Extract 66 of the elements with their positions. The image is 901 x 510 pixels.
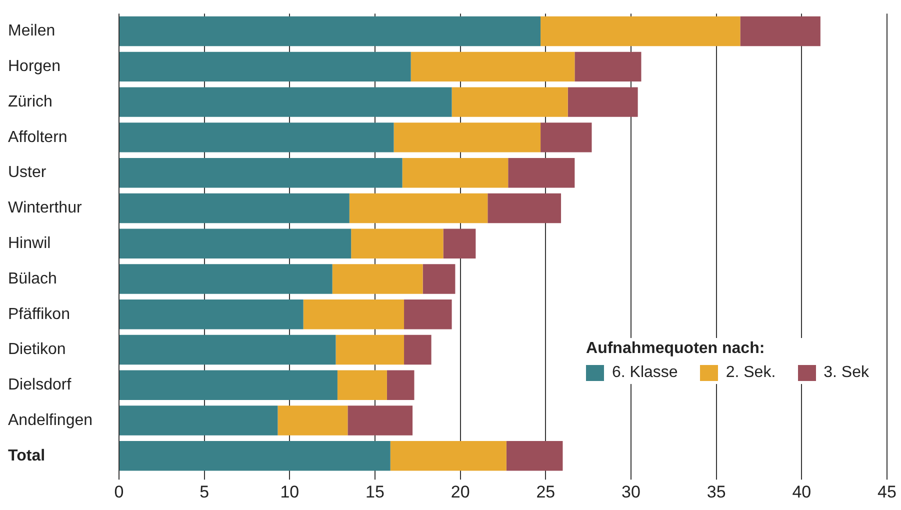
bar [120,264,332,294]
x-tick-label: 15 [366,482,384,502]
x-tick-label: 0 [114,482,124,502]
legend-label: 3. Sek [824,364,869,382]
y-tick-label: Horgen [8,58,60,76]
x-tick-label: 20 [450,482,470,502]
y-tick-label: Zürich [8,93,52,110]
y-tick-label: Winterthur [8,200,82,217]
bar [452,87,568,117]
x-tick-label: 30 [622,482,640,502]
bar [349,193,488,224]
x-tick-label: 45 [878,482,896,502]
y-tick-label: Hinwil [8,235,51,252]
bar [303,300,404,330]
y-tick-label: Bülach [8,270,57,288]
bar [402,158,508,188]
bar [568,87,638,117]
y-tick-label: Affoltern [8,128,68,146]
bar [120,441,390,471]
bar [351,228,444,258]
bar [410,52,575,82]
bar [740,16,820,46]
bar [120,122,394,152]
bar [120,370,338,400]
bar [386,370,414,400]
bar [120,52,411,82]
x-tick-label: 5 [200,482,210,502]
legend-label: 2. Sek. [726,364,776,382]
y-tick-label: Total [8,447,46,464]
y-tick-label: Uster [8,164,47,182]
x-tick-label: 40 [792,482,812,502]
bar [404,300,452,330]
y-tick-label: Dielsdorf [8,376,72,394]
bar [120,334,336,365]
legend-label: 6. Klasse [612,364,678,382]
bar [404,334,432,365]
bar [443,228,476,258]
bar [506,441,563,471]
bar [120,406,278,436]
bar [540,122,592,152]
legend-title: Aufnahmequoten nach: [586,340,766,358]
bar [278,406,348,436]
bar [120,87,452,117]
y-tick-label: Dietikon [8,341,66,358]
bar [336,334,404,365]
bar [120,228,352,258]
x-tick-label: 35 [706,482,726,502]
y-tick-label: Meilen [8,22,56,40]
x-tick-label: 10 [280,482,300,502]
bar [508,158,575,188]
bar [574,52,642,82]
bar [540,16,740,46]
bar [488,193,562,224]
bar [120,300,304,330]
bar [120,193,350,224]
bar [394,122,541,152]
bar [120,158,402,188]
bar [422,264,456,294]
bar [120,16,541,46]
x-tick-label: 25 [536,482,556,502]
y-tick-label: Andelfingen [8,412,93,429]
bar [332,264,423,294]
bar [337,370,387,400]
bar [390,441,506,471]
y-tick-label: Pfäffikon [8,306,70,323]
bar [348,406,413,436]
